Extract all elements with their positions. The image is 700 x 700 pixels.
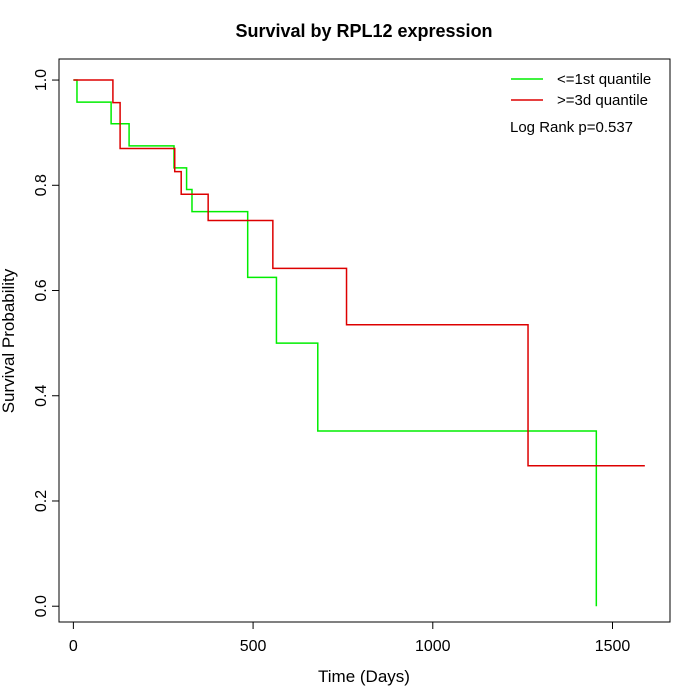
y-tick-label: 1.0	[33, 69, 50, 91]
x-axis: 0 500 1000 1500	[69, 621, 631, 655]
legend-label-high: >=3d quantile	[557, 92, 648, 109]
x-tick-label: 1500	[595, 638, 631, 655]
log-rank-annotation: Log Rank p=0.537	[510, 119, 633, 136]
legend: <=1st quantile >=3d quantile	[511, 71, 651, 109]
legend-label-low: <=1st quantile	[557, 71, 651, 88]
series-layer	[73, 79, 645, 607]
chart-title: Survival by RPL12 expression	[235, 21, 492, 41]
x-axis-label: Time (Days)	[318, 667, 410, 686]
y-tick-label: 0.6	[33, 279, 50, 301]
x-tick-label: 500	[240, 638, 267, 655]
y-tick-label: 0.8	[33, 174, 50, 196]
x-tick-label: 0	[69, 638, 78, 655]
y-tick-label: 0.2	[33, 490, 50, 512]
series-high-line	[73, 79, 645, 467]
series-low-line	[73, 79, 598, 607]
y-tick-label: 0.0	[33, 595, 50, 617]
y-axis: 0.0 0.2 0.4 0.6 0.8 1.0	[33, 69, 60, 617]
y-tick-label: 0.4	[33, 385, 50, 407]
x-tick-label: 1000	[415, 638, 451, 655]
y-axis-label: Survival Probability	[0, 268, 18, 413]
